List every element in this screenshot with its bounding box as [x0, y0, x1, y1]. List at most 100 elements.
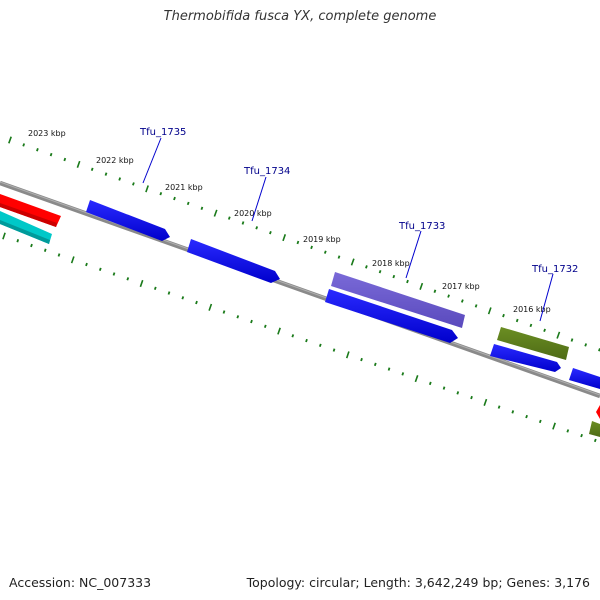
ruler-tick-minor — [291, 334, 295, 338]
ruler-tick-major — [282, 234, 287, 242]
kbp-label-2019: 2019 kbp — [303, 235, 341, 244]
ruler-labels: 2023 kbp 2022 kbp 2021 kbp 2020 kbp 2019… — [28, 129, 551, 314]
ruler-tick-minor — [323, 250, 327, 254]
ruler-tick-minor — [104, 172, 108, 176]
accession-text: Accession: NC_007333 — [9, 575, 152, 590]
ruler-tick-minor — [392, 274, 396, 279]
ruler-tick-major — [76, 160, 81, 168]
ruler-tick-minor — [373, 362, 377, 367]
ruler-tick-minor — [525, 414, 528, 419]
gene-arrow-olive-right — [589, 421, 600, 437]
rna-feature-cyan-shade — [0, 220, 50, 244]
ruler-ticks-outer — [8, 136, 600, 352]
gene-arrow-tfu-1732[interactable] — [497, 327, 569, 360]
ruler-tick-minor — [401, 372, 405, 376]
ruler-tick-major — [350, 258, 355, 266]
gene-label-tfu-1735[interactable]: Tfu_1735 — [139, 127, 186, 138]
ruler-tick-minor — [406, 279, 409, 284]
ruler-tick-minor — [85, 262, 88, 267]
ruler-tick-minor — [22, 143, 26, 147]
ruler-tick-major — [414, 375, 419, 383]
callout-line-tfu-1733 — [405, 230, 422, 279]
ruler-tick-minor — [460, 299, 464, 303]
ruler-ticks-inner — [2, 232, 597, 443]
ruler-tick-minor — [43, 248, 47, 252]
ruler-tick-minor — [236, 315, 240, 319]
ruler-tick-minor — [181, 296, 185, 300]
ruler-tick-minor — [570, 338, 574, 342]
map-title: Thermobifida fusca YX, complete genome — [163, 9, 437, 24]
ruler-tick-minor — [305, 338, 308, 343]
kbp-label-2018: 2018 kbp — [372, 259, 410, 268]
gene-arrow-right-edge[interactable] — [569, 368, 600, 389]
gene-label-tfu-1733[interactable]: Tfu_1733 — [398, 221, 445, 232]
ruler-tick-minor — [428, 381, 432, 386]
ruler-tick-major — [419, 282, 424, 290]
gene-arrow-tfu-1733[interactable] — [331, 272, 465, 328]
ruler-tick-minor — [497, 405, 501, 409]
ruler-tick-minor — [310, 245, 313, 250]
ruler-tick-minor — [173, 196, 176, 201]
gene-arrow-tfu-1734[interactable] — [187, 239, 280, 283]
ruler-tick-minor — [153, 286, 157, 291]
rna-feature-red — [0, 194, 61, 227]
ruler-tick-major — [213, 209, 218, 217]
kbp-label-2016: 2016 kbp — [513, 305, 551, 314]
callout-line-tfu-1732 — [539, 273, 554, 322]
ruler-tick-minor — [57, 253, 61, 257]
ruler-tick-minor — [502, 313, 505, 318]
callout-line-tfu-1734 — [251, 176, 267, 222]
ruler-tick-minor — [167, 291, 171, 295]
ruler-tick-major — [145, 185, 149, 193]
ruler-tick-minor — [159, 191, 163, 196]
ruler-tick-minor — [442, 386, 446, 390]
rna-feature-red-right — [596, 405, 600, 419]
gene-arrow-tfu-1733-lower[interactable] — [325, 289, 458, 343]
ruler-tick-minor — [126, 277, 130, 281]
ruler-tick-minor — [378, 269, 382, 274]
ruler-tick-major — [556, 331, 561, 339]
ruler-tick-minor — [360, 357, 363, 362]
gene-arrow-tfu-1735[interactable] — [86, 200, 170, 241]
ruler-tick-major — [487, 307, 492, 315]
ruler-tick-minor — [318, 343, 322, 348]
kbp-label-2021: 2021 kbp — [165, 183, 203, 192]
ruler-tick-minor — [474, 304, 478, 308]
ruler-tick-minor — [36, 148, 39, 152]
ruler-tick-minor — [515, 318, 519, 323]
gene-arrow-blue-tfu-1732[interactable] — [490, 344, 561, 372]
ruler-tick-minor — [538, 419, 542, 424]
kbp-label-2022: 2022 kbp — [96, 156, 134, 165]
ruler-tick-minor — [269, 230, 272, 235]
ruler-tick-minor — [186, 201, 190, 206]
ruler-tick-major — [345, 351, 350, 359]
gene-label-tfu-1734[interactable]: Tfu_1734 — [243, 166, 290, 177]
ruler-tick-major — [277, 327, 281, 335]
ruler-tick-minor — [195, 300, 198, 305]
ruler-tick-minor — [63, 157, 67, 162]
ruler-tick-minor — [387, 367, 391, 371]
ruler-tick-minor — [529, 323, 533, 328]
genome-backbone-highlight — [0, 181, 600, 396]
ruler-tick-minor — [566, 429, 570, 433]
kbp-label-2023: 2023 kbp — [28, 129, 66, 138]
callout-line-tfu-1735 — [142, 137, 162, 184]
ruler-tick-minor — [49, 152, 53, 157]
ruler-tick-minor — [112, 272, 116, 276]
ruler-tick-minor — [543, 328, 546, 333]
ruler-tick-minor — [200, 206, 204, 211]
ruler-tick-minor — [511, 410, 515, 414]
ruler-tick-minor — [241, 221, 245, 225]
ruler-tick-minor — [593, 438, 597, 443]
ruler-tick-major — [552, 422, 556, 430]
ruler-tick-minor — [227, 216, 231, 220]
ruler-tick-minor — [250, 319, 253, 324]
kbp-label-2020: 2020 kbp — [234, 209, 272, 218]
ruler-tick-minor — [456, 391, 460, 395]
ruler-tick-minor — [447, 294, 450, 298]
ruler-tick-minor — [337, 255, 341, 259]
ruler-tick-minor — [433, 289, 437, 293]
ruler-tick-minor — [132, 182, 135, 186]
ruler-tick-major — [139, 279, 144, 288]
gene-label-tfu-1732[interactable]: Tfu_1732 — [531, 264, 578, 275]
